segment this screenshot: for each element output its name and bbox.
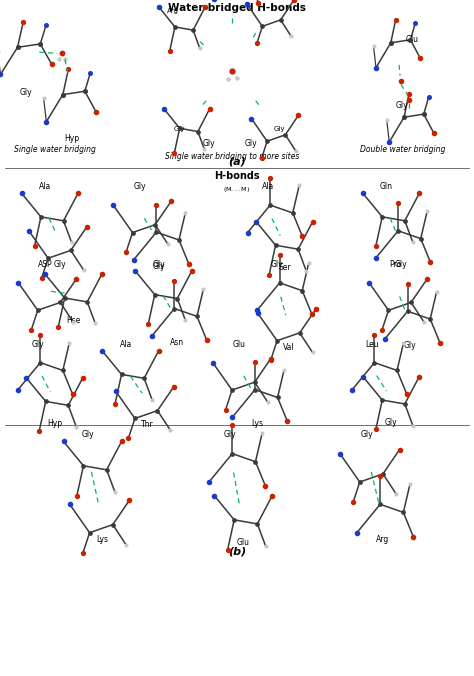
Text: Arg: Arg (376, 535, 389, 544)
Text: Val: Val (283, 343, 295, 352)
Text: Gly: Gly (134, 183, 146, 191)
Text: Gln: Gln (380, 183, 393, 191)
Text: Leu: Leu (365, 340, 379, 349)
Text: Ser: Ser (278, 263, 291, 272)
Text: H-bonds: H-bonds (214, 171, 260, 181)
Text: ASP: ASP (38, 260, 52, 269)
Text: Gly: Gly (271, 260, 283, 269)
Text: Lys: Lys (251, 419, 264, 428)
Text: Gly: Gly (20, 88, 32, 97)
Text: Hyp: Hyp (64, 134, 80, 143)
Text: Thr: Thr (141, 420, 153, 429)
Text: Asn: Asn (170, 338, 184, 347)
Text: Glu: Glu (233, 340, 246, 349)
Text: Gly: Gly (385, 418, 397, 427)
Text: Pro: Pro (390, 260, 402, 269)
Text: Gly: Gly (202, 139, 215, 147)
Text: Glu: Glu (237, 538, 250, 547)
Text: Gly: Gly (54, 260, 66, 269)
Text: Gly: Gly (396, 101, 408, 110)
Text: Gly: Gly (153, 260, 165, 269)
Text: $\mathsf{_{(M...M)}}$: $\mathsf{_{(M...M)}}$ (223, 186, 251, 196)
Text: Gly: Gly (224, 431, 236, 439)
Text: Single water bridging: Single water bridging (14, 145, 95, 154)
Text: Ala: Ala (39, 183, 51, 191)
Text: Gly: Gly (394, 260, 407, 269)
Text: Gly: Gly (32, 340, 44, 349)
Text: Gly: Gly (361, 431, 374, 439)
Text: Water-bridged H-bonds: Water-bridged H-bonds (168, 3, 306, 14)
Text: Arg: Arg (167, 7, 179, 14)
Text: Gly: Gly (173, 126, 185, 132)
Text: (a): (a) (228, 157, 246, 167)
Text: Gly: Gly (404, 341, 416, 349)
Text: Double water bridging: Double water bridging (360, 145, 446, 154)
Text: Single water bridging to more sites: Single water bridging to more sites (165, 152, 300, 161)
Text: Ala: Ala (119, 340, 132, 349)
Text: Gly: Gly (274, 126, 285, 132)
Text: (b): (b) (228, 546, 246, 556)
Text: Hse: Hse (66, 316, 81, 324)
Text: Glu: Glu (406, 35, 419, 44)
Text: Ala: Ala (262, 183, 274, 191)
Text: Gly: Gly (153, 262, 165, 270)
Text: Hyp: Hyp (47, 419, 62, 428)
Text: Gly: Gly (245, 139, 257, 147)
Text: Gly: Gly (82, 431, 94, 439)
Text: Lys: Lys (96, 535, 108, 544)
